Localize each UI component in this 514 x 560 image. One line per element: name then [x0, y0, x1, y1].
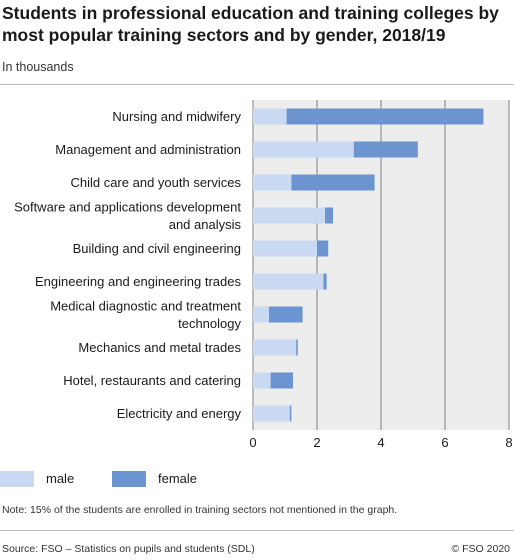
category-label: Medical diagnostic and treatment technolo… — [50, 298, 241, 331]
bar-male — [253, 141, 354, 158]
source-text: Source: FSO – Statistics on pupils and s… — [2, 543, 255, 555]
category-label-line: Mechanics and metal trades — [78, 340, 241, 355]
bar-chart: 0 2 4 6 8 Nursing and midwifery Management and… — [14, 100, 513, 450]
bar-female — [317, 240, 329, 257]
chart-subtitle: In thousands — [2, 60, 74, 74]
category-label: Electricity and energy — [117, 406, 242, 421]
category-label-line: Hotel, restaurants and catering — [63, 373, 241, 388]
x-tick-label: 0 — [249, 435, 256, 450]
category-label-line: Medical diagnostic and treatment — [50, 298, 241, 313]
chart-note: Note: 15% of the students are enrolled i… — [2, 504, 398, 516]
bar-male — [253, 306, 269, 323]
bar-male — [253, 207, 325, 224]
category-label-line: technology — [178, 316, 241, 331]
legend-swatch-female — [112, 471, 146, 487]
category-label-line: Engineering and engineering trades — [35, 274, 241, 289]
category-label-line: Electricity and energy — [117, 406, 242, 421]
x-tick-label: 6 — [441, 435, 448, 450]
category-label: Child care and youth services — [70, 175, 241, 190]
category-label: Management and administration — [55, 142, 241, 157]
category-label: Nursing and midwifery — [112, 109, 241, 124]
bar-male — [253, 405, 290, 422]
bar-female — [269, 306, 303, 323]
legend-swatch-male — [0, 471, 34, 487]
bar-male — [253, 108, 287, 125]
legend-label-male: male — [46, 471, 75, 486]
copyright-text: © FSO 2020 — [451, 543, 510, 555]
bar-female — [289, 405, 292, 422]
category-label: Hotel, restaurants and catering — [63, 373, 241, 388]
category-label-line: Child care and youth services — [70, 175, 241, 190]
chart-title: Students in professional education and t… — [2, 3, 499, 45]
bar-female — [270, 372, 293, 389]
x-tick-label: 4 — [377, 435, 384, 450]
x-tick-label: 2 — [313, 435, 320, 450]
category-label: Building and civil engineering — [73, 241, 241, 256]
bar-female — [296, 339, 298, 356]
category-label: Mechanics and metal trades — [78, 340, 241, 355]
bar-male — [253, 372, 271, 389]
category-label-line: Software and applications development — [14, 199, 241, 214]
bottom-divider — [0, 530, 514, 531]
x-tick-label: 8 — [505, 435, 512, 450]
legend-label-female: female — [158, 471, 198, 486]
bar-male — [253, 240, 317, 257]
bar-male — [253, 339, 297, 356]
bar-male — [253, 174, 292, 191]
bar-female — [325, 207, 333, 224]
category-label: Software and applications development and… — [14, 199, 241, 232]
category-label-line: Nursing and midwifery — [112, 109, 241, 124]
category-label-line: Building and civil engineering — [73, 241, 241, 256]
bar-female — [291, 174, 375, 191]
top-divider — [0, 84, 514, 85]
bar-female — [323, 273, 327, 290]
category-label: Engineering and engineering trades — [35, 274, 241, 289]
bar-female — [286, 108, 484, 125]
bar-male — [253, 273, 324, 290]
category-label-line: Management and administration — [55, 142, 241, 157]
bar-female — [353, 141, 418, 158]
category-label-line: and analysis — [169, 217, 242, 232]
